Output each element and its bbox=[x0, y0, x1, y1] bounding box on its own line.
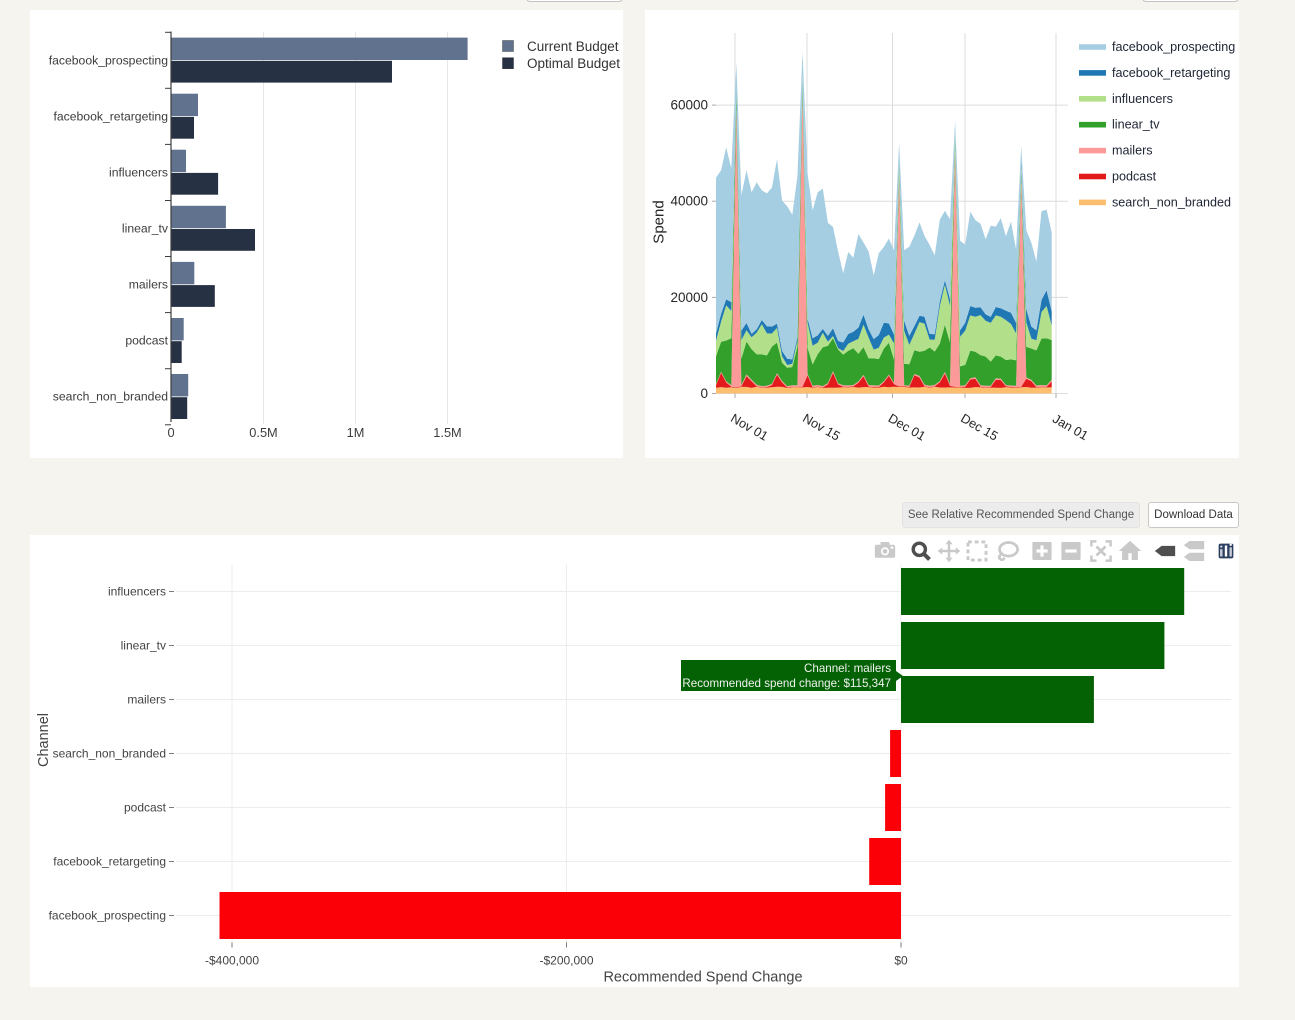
svg-text:Recommended spend change: $115: Recommended spend change: $115,347 bbox=[682, 677, 891, 690]
svg-text:mailers: mailers bbox=[1112, 144, 1153, 158]
svg-text:search_non_branded: search_non_branded bbox=[1112, 195, 1231, 209]
svg-text:Jan 01: Jan 01 bbox=[1050, 411, 1091, 443]
svg-text:facebook_retargeting: facebook_retargeting bbox=[1112, 66, 1230, 80]
svg-text:facebook_prospecting: facebook_prospecting bbox=[49, 53, 168, 67]
svg-text:Dec 01: Dec 01 bbox=[886, 410, 929, 443]
svg-text:podcast: podcast bbox=[124, 801, 167, 815]
svg-text:linear_tv: linear_tv bbox=[121, 639, 166, 653]
svg-text:influencers: influencers bbox=[1112, 92, 1173, 106]
svg-text:mailers: mailers bbox=[129, 278, 168, 292]
svg-text:facebook_prospecting: facebook_prospecting bbox=[1112, 40, 1235, 54]
svg-text:podcast: podcast bbox=[125, 334, 168, 348]
svg-text:linear_tv: linear_tv bbox=[1112, 118, 1160, 132]
svg-text:40000: 40000 bbox=[670, 194, 708, 209]
svg-text:1M: 1M bbox=[347, 425, 365, 440]
svg-text:influencers: influencers bbox=[109, 165, 168, 179]
svg-text:facebook_retargeting: facebook_retargeting bbox=[53, 855, 166, 869]
svg-text:20000: 20000 bbox=[670, 290, 708, 305]
svg-text:-$200,000: -$200,000 bbox=[539, 953, 593, 967]
svg-text:Channel: Channel bbox=[36, 713, 52, 767]
svg-text:Spend: Spend bbox=[651, 200, 668, 243]
svg-text:0.5M: 0.5M bbox=[249, 425, 277, 440]
svg-text:Nov 15: Nov 15 bbox=[800, 410, 843, 443]
svg-text:0: 0 bbox=[167, 425, 174, 440]
svg-text:Channel: mailers: Channel: mailers bbox=[804, 662, 891, 675]
svg-text:Dec 15: Dec 15 bbox=[958, 410, 1001, 443]
svg-text:facebook_prospecting: facebook_prospecting bbox=[49, 909, 166, 923]
svg-text:1.5M: 1.5M bbox=[433, 425, 461, 440]
svg-text:linear_tv: linear_tv bbox=[122, 222, 169, 236]
svg-text:Nov 01: Nov 01 bbox=[728, 410, 771, 443]
svg-text:$0: $0 bbox=[894, 953, 908, 967]
svg-text:0: 0 bbox=[700, 386, 708, 401]
svg-text:Current Budget: Current Budget bbox=[527, 39, 619, 54]
svg-text:mailers: mailers bbox=[127, 693, 166, 707]
svg-text:Optimal Budget: Optimal Budget bbox=[527, 56, 620, 71]
svg-text:facebook_retargeting: facebook_retargeting bbox=[53, 109, 168, 123]
svg-text:search_non_branded: search_non_branded bbox=[53, 390, 168, 404]
svg-text:Recommended Spend Change: Recommended Spend Change bbox=[603, 970, 802, 986]
svg-text:podcast: podcast bbox=[1112, 170, 1157, 184]
svg-text:60000: 60000 bbox=[670, 98, 708, 113]
svg-text:influencers: influencers bbox=[108, 585, 166, 599]
svg-text:search_non_branded: search_non_branded bbox=[53, 747, 166, 761]
svg-text:-$400,000: -$400,000 bbox=[205, 953, 259, 967]
